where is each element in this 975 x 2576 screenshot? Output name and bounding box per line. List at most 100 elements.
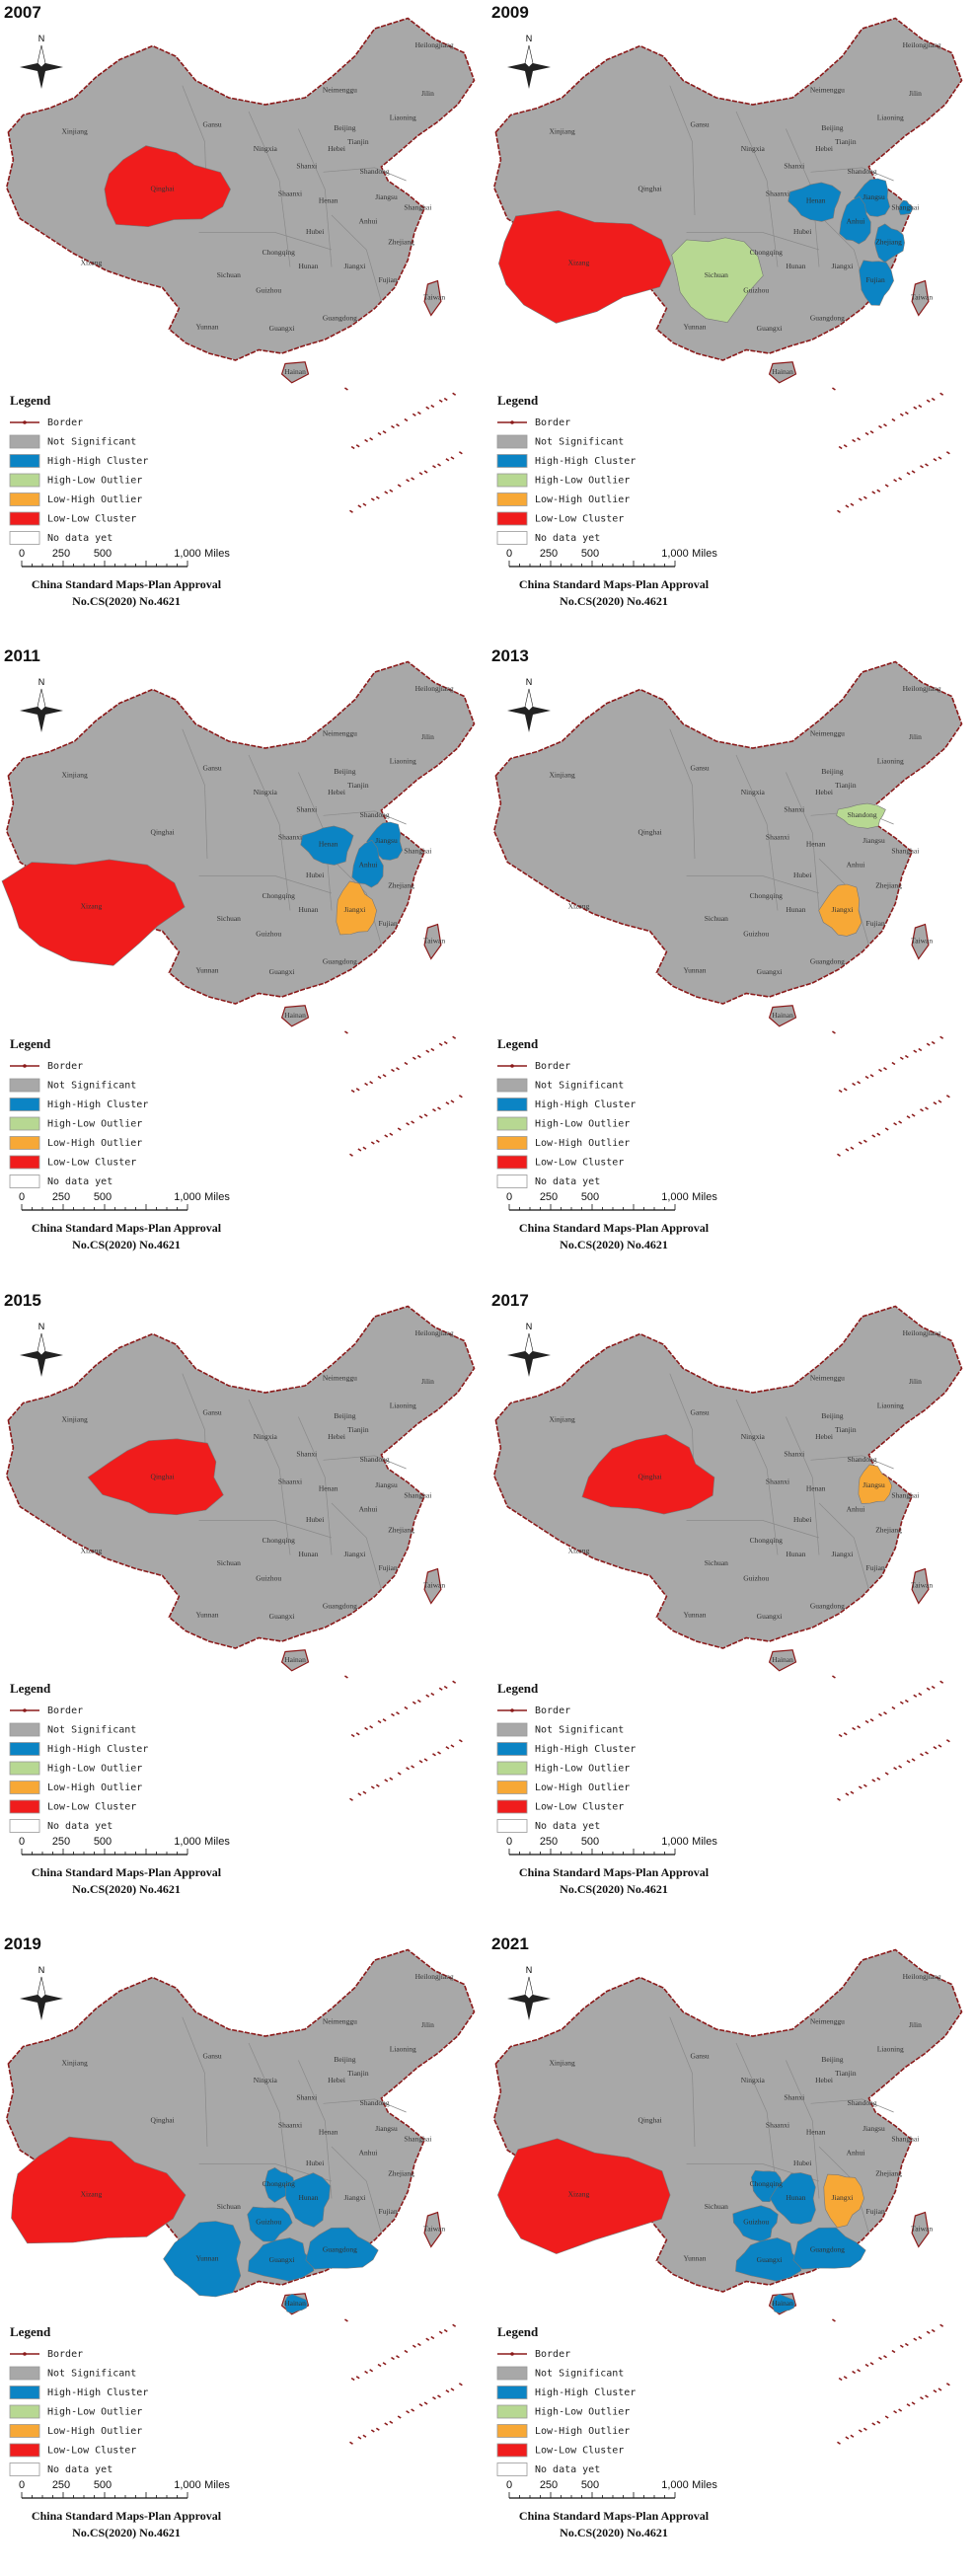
scale-label: 1,000 [174,1191,201,1203]
sea-island-dash [412,2344,416,2348]
sea-island-dash [831,1030,836,1034]
province-label: Xizang [81,2190,103,2199]
legend-swatch [9,454,40,468]
legend-label: No data yet [47,1821,112,1832]
cluster-region [336,880,377,936]
sea-island-dash [406,2410,411,2414]
sea-island-dash [920,465,924,469]
province-label: Heilongjiang [903,684,941,693]
province-label: Hubei [306,2159,324,2167]
sea-island-dash [384,1779,389,1782]
panel-year: 2015 [4,1291,41,1310]
sea-island-dash [391,1712,395,1717]
province-label: Ningxia [741,788,766,796]
scale-label: 250 [52,548,70,560]
sea-island-dash [458,1739,463,1743]
province-boundary [686,875,820,894]
province-label: Anhui [847,2149,865,2158]
sea-island-dash [397,1127,402,1131]
province-label: Shandong [360,2098,390,2107]
legend-swatch [496,1799,528,1814]
legend-label: No data yet [47,1176,112,1187]
sea-island-dash [443,1685,448,1690]
province-label: Ningxia [741,1432,766,1441]
province-label: Guizhou [256,286,281,295]
legend-label: Border [47,2349,83,2360]
province-label: Guangxi [269,967,295,976]
legend-border-dot [23,2352,27,2356]
sea-island-dash [883,1067,887,1071]
legend-swatch [9,2443,40,2458]
province-label: Chongqing [262,2179,296,2188]
sea-island-dash [862,495,867,499]
sea-island-dash [377,2363,382,2368]
province-label: Hunan [298,905,318,914]
province-label: Shanghai [891,203,919,212]
sea-island-dash [884,484,889,488]
compass-star-light [524,1332,534,1356]
province-label: Taiwan [911,293,933,302]
legend-swatch [9,1155,40,1170]
legend-swatch [496,511,528,526]
province-label: Shanxi [296,805,317,814]
province-label: Jiangxi [344,1550,366,1558]
province-label: Shanxi [784,2093,804,2102]
approval-text: China Standard Maps-Plan Approval [32,2509,222,2523]
province-label: Guizhou [256,1574,281,1583]
province-label: Guangdong [810,2245,845,2254]
sea-island-dash [418,2403,423,2407]
province-label: Shandong [360,810,390,819]
province-label: Gansu [690,2052,709,2061]
sea-island-dash [876,489,881,492]
province-label: Tianjin [835,781,857,790]
legend-swatch [496,1155,528,1170]
sea-island-dash [869,430,874,434]
sea-island-dash [864,2363,869,2368]
legend-swatch [9,473,40,488]
province-label: Jiangsu [375,1480,398,1489]
sea-island-dash [416,1054,421,1059]
scale-label: 500 [581,1191,599,1203]
sea-island-dash [899,1701,904,1705]
legend-swatch [496,1761,528,1776]
sea-island-dash [831,1675,836,1679]
province-label: Hainan [772,367,793,376]
province-label: Shandong [848,1455,877,1464]
sea-island-dash [377,1075,382,1080]
province-label: Jiangsu [862,192,885,201]
legend-label: Not Significant [47,1725,136,1736]
sea-island-dash [945,1739,950,1743]
province-label: Gansu [202,1408,221,1417]
province-label: Heilongjiang [415,1972,454,1981]
province-label: Xinjiang [549,2059,574,2068]
sea-island-dash [423,2401,428,2405]
sea-island-dash [437,463,441,467]
scale-label: 500 [581,1836,599,1848]
province-label: Jiangsu [862,836,885,845]
province-label: Jilin [909,89,922,98]
province-label: Hubei [793,1515,811,1524]
legend-label: Low-High Outlier [535,2426,630,2437]
sea-island-dash [350,2377,355,2382]
province-boundary [810,167,894,182]
sea-island-dash [876,1777,881,1780]
island [768,1649,797,1672]
legend-swatch [9,492,40,506]
sea-island-dash [369,2369,374,2373]
province-label: Hunan [786,905,805,914]
legend-swatch [9,2424,40,2438]
sea-island-dash [911,2401,916,2405]
province-label: Chongqing [262,248,296,257]
province-label: Jiangxi [832,1550,854,1558]
province-label: Xinjiang [549,127,574,136]
sea-island-dash [904,411,909,416]
scale-label: 250 [52,1191,70,1203]
legend-label: High-Low Outlier [535,2407,630,2418]
province-boundary [182,728,208,860]
province-label: Yunnan [684,965,707,974]
province-label: Sichuan [217,1558,241,1567]
sea-island-dash [838,445,843,450]
province-label: Guizhou [743,930,769,939]
sea-island-dash [357,1148,362,1152]
sea-island-dash [938,1099,942,1103]
